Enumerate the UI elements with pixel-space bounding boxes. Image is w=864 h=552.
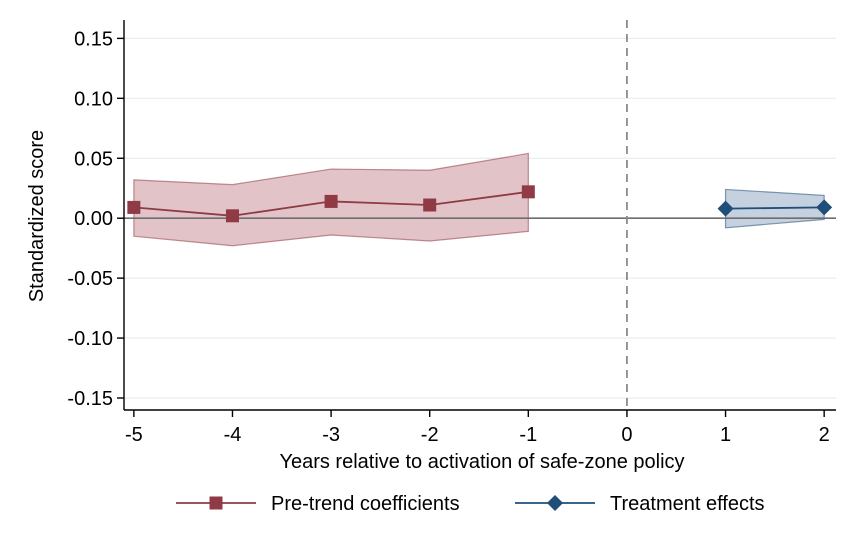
x-tick-label: -3 [322,424,340,446]
y-tick-label: -0.10 [67,328,113,350]
series-line-treatment [725,206,825,210]
x-tick-label: -2 [421,424,439,446]
y-tick-label: -0.05 [67,268,113,290]
axes [117,20,836,417]
x-tick-label: -5 [125,424,143,446]
data-point-pre-trend [225,209,239,223]
data-point-pre-trend [127,200,141,214]
legend-label-pre-trend: Pre-trend coefficients [271,493,460,515]
x-tick-label: 0 [621,424,632,446]
x-tick-label: -4 [224,424,242,446]
data-point-pre-trend [423,198,437,212]
legend-marker-pre-trend [209,496,223,510]
y-tick-label: 0.15 [74,28,113,50]
x-tick-label: -1 [519,424,537,446]
legend-label-treatment: Treatment effects [610,493,765,515]
data-point-treatment [816,199,833,216]
y-tick-label: 0.05 [74,148,113,170]
data-point-pre-trend [521,185,535,199]
y-axis-label: Standardized score [26,130,48,302]
tick-labels: 0.15 0.10 0.05 0.00 -0.05 -0.10 -0.15 -5 -4 -3 -2 -… [67,28,829,446]
y-tick-label: -0.15 [67,388,113,410]
data-point-pre-trend [324,194,338,208]
legend: Pre-trend coefficients Treatment effects [176,493,765,515]
x-tick-label: 1 [720,424,731,446]
x-tick-label: 2 [819,424,830,446]
reference-lines [124,20,836,410]
x-axis-label: Years relative to activation of safe-zon… [279,451,684,473]
confidence-bands [133,152,825,247]
y-tick-label: 0.10 [74,88,113,110]
legend-marker-treatment [547,495,563,511]
series [127,185,833,223]
data-point-treatment [717,200,734,217]
y-tick-label: 0.00 [74,208,113,230]
